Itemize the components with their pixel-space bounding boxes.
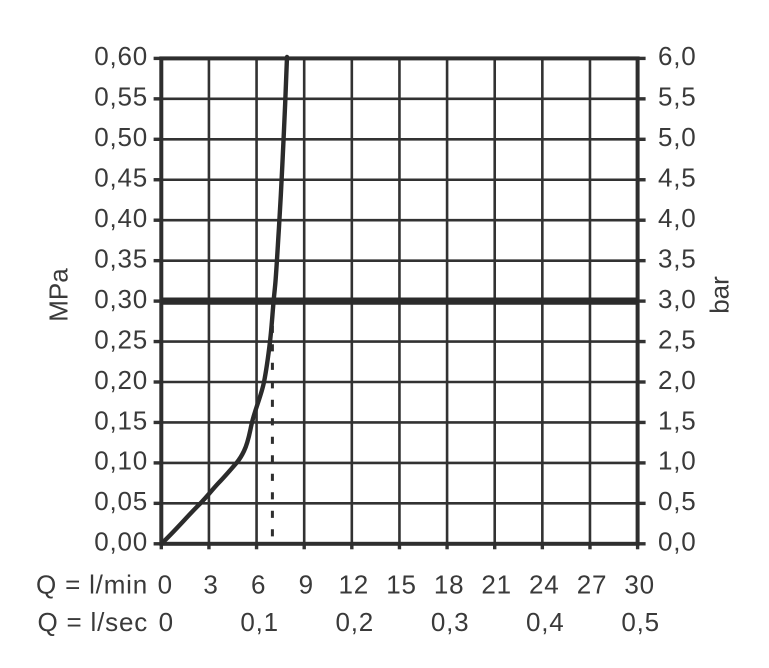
svg-text:3: 3 [203, 570, 218, 600]
svg-text:0,30: 0,30 [94, 284, 148, 314]
svg-text:1,0: 1,0 [658, 446, 697, 476]
svg-text:12: 12 [339, 570, 370, 600]
svg-text:6,0: 6,0 [658, 41, 697, 71]
svg-text:0,00: 0,00 [94, 527, 148, 557]
svg-text:1,5: 1,5 [658, 405, 697, 435]
svg-text:2,5: 2,5 [658, 324, 697, 354]
svg-text:15: 15 [386, 570, 417, 600]
svg-text:5,5: 5,5 [658, 82, 697, 112]
svg-text:0,2: 0,2 [336, 607, 375, 637]
svg-text:3,0: 3,0 [658, 284, 697, 314]
svg-text:0: 0 [159, 607, 174, 637]
svg-text:0,35: 0,35 [94, 243, 148, 273]
svg-text:3,5: 3,5 [658, 243, 697, 273]
svg-text:0,10: 0,10 [94, 446, 148, 476]
svg-text:0,5: 0,5 [658, 486, 697, 516]
svg-text:0,45: 0,45 [94, 163, 148, 193]
svg-text:0,55: 0,55 [94, 82, 148, 112]
svg-text:2,0: 2,0 [658, 365, 697, 395]
svg-text:MPa: MPa [44, 268, 74, 322]
svg-text:30: 30 [624, 570, 655, 600]
svg-text:0,3: 0,3 [431, 607, 470, 637]
svg-text:0,50: 0,50 [94, 122, 148, 152]
svg-text:9: 9 [299, 570, 314, 600]
svg-text:0,40: 0,40 [94, 203, 148, 233]
svg-text:0,15: 0,15 [94, 405, 148, 435]
svg-text:bar: bar [705, 276, 735, 314]
svg-text:0: 0 [158, 570, 173, 600]
svg-text:4,5: 4,5 [658, 163, 697, 193]
svg-text:0,60: 0,60 [94, 41, 148, 71]
svg-text:27: 27 [577, 570, 608, 600]
svg-text:24: 24 [529, 570, 560, 600]
svg-text:0,20: 0,20 [94, 365, 148, 395]
svg-text:0,0: 0,0 [658, 527, 697, 557]
svg-text:0,5: 0,5 [621, 607, 660, 637]
svg-text:5,0: 5,0 [658, 122, 697, 152]
svg-text:0,1: 0,1 [240, 607, 279, 637]
svg-text:18: 18 [434, 570, 465, 600]
svg-text:Q = l/min: Q = l/min [36, 570, 148, 600]
svg-text:6: 6 [251, 570, 266, 600]
svg-text:4,0: 4,0 [658, 203, 697, 233]
svg-text:0,05: 0,05 [94, 486, 148, 516]
svg-text:0,25: 0,25 [94, 324, 148, 354]
svg-text:0,4: 0,4 [526, 607, 565, 637]
svg-text:21: 21 [481, 570, 512, 600]
svg-text:Q = l/sec: Q = l/sec [37, 607, 148, 637]
